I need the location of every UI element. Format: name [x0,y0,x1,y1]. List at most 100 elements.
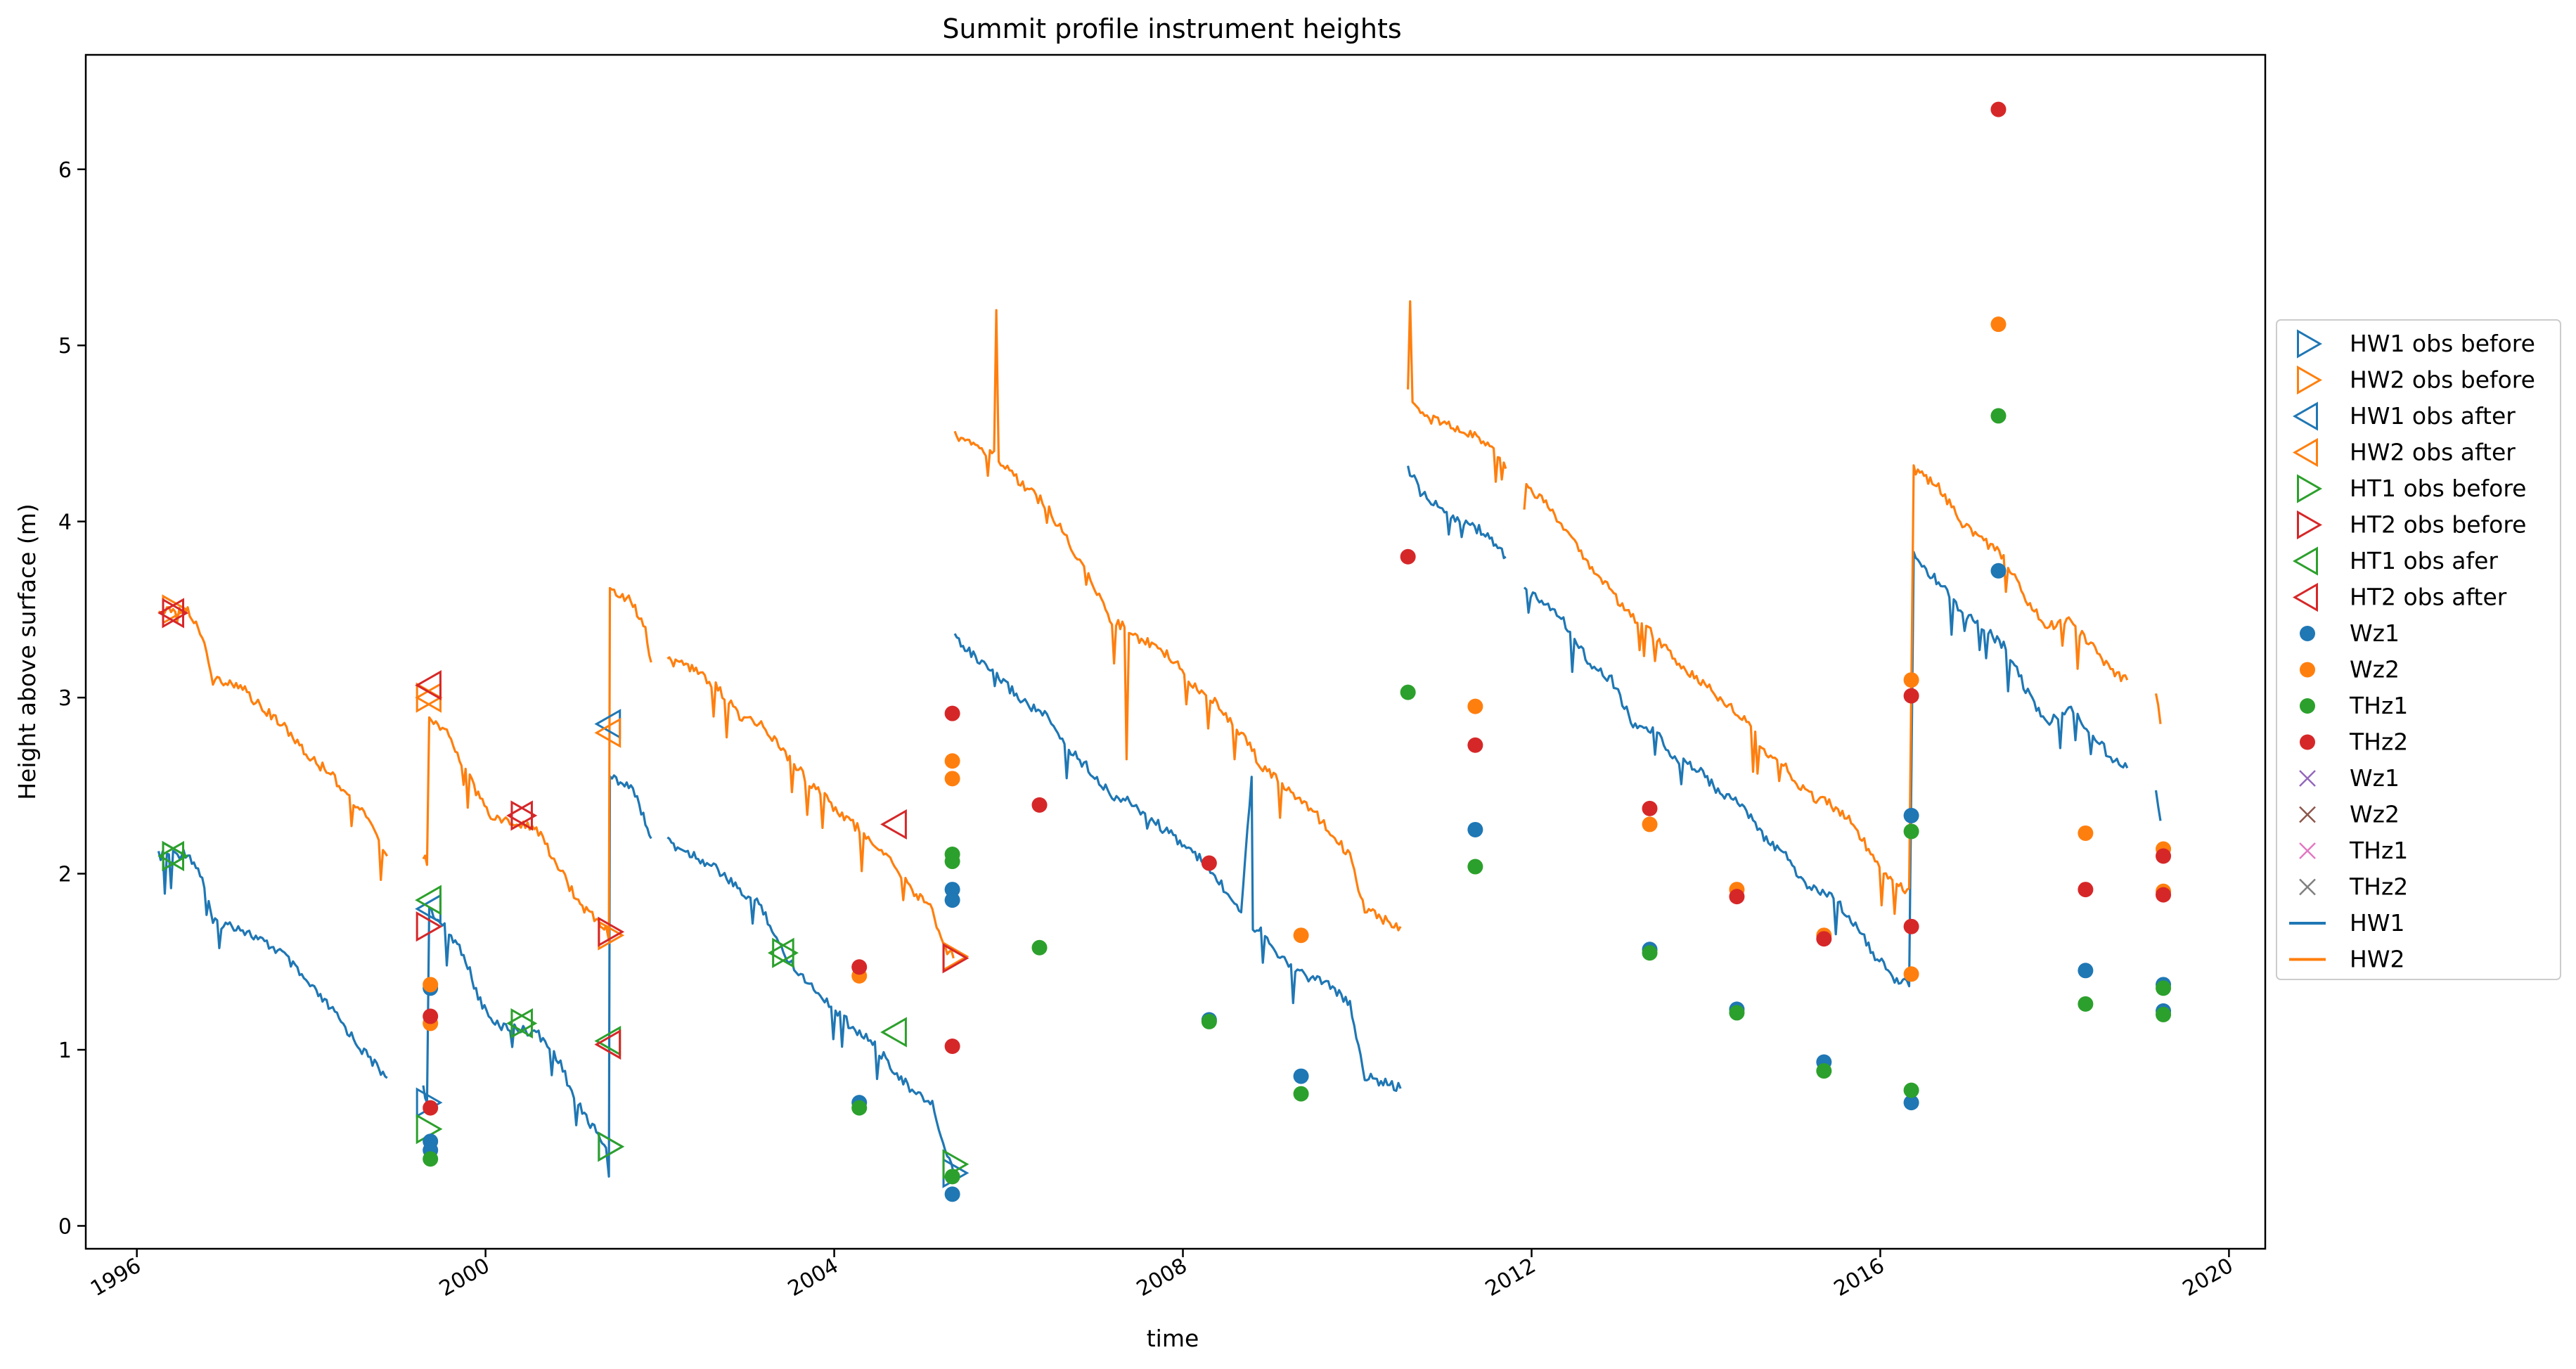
point-ht1-obs-before [510,1008,538,1039]
legend-marker-wz2 [2300,662,2315,678]
point-thz1 [851,1100,868,1116]
point-wz2 [1990,316,2007,333]
point-wz1 [1293,1068,1309,1084]
point-ht2-obs-after [415,669,442,701]
point-thz1 [1031,939,1048,956]
legend-item-hw1-obs-after: HW1 obs after [2292,401,2516,431]
point-wz2 [1642,816,1658,833]
y-tick-label: 6 [58,158,72,183]
line-hw1-segment-1 [157,849,388,1079]
point-thz2 [1642,800,1658,816]
legend-item-hw1: HW1 [2289,909,2404,937]
point-thz1 [1400,684,1416,700]
point-thz1 [1903,1082,1919,1098]
legend-item-hw2-obs-before: HW2 obs before [2297,365,2535,395]
legend-item-ht1-obs-before: HT1 obs before [2297,474,2526,503]
series-ht2-obs-before [162,598,970,974]
point-hw2-obs-after [594,717,622,748]
point-thz1 [1729,1005,1745,1021]
legend-marker-hw1-obs-before [2297,329,2323,359]
legend-item-thz2: THz2 [2300,728,2408,756]
point-thz1 [1903,823,1919,840]
series-hw1 [157,465,2162,1178]
point-thz1 [944,854,960,870]
line-hw2-segment-5 [1407,300,1507,483]
line-hw2-segment-6 [1523,464,2129,915]
point-ht1-obs-before [162,840,189,872]
point-thz2 [1903,688,1919,704]
legend-item-wz1: Wz1 [2299,764,2400,792]
point-thz1 [1816,1063,1832,1079]
legend-label: HT1 obs before [2350,475,2526,502]
legend-label: THz1 [2349,837,2408,864]
legend-label: HW2 [2350,946,2404,973]
point-wz2 [1903,672,1919,688]
point-wz1 [1903,807,1919,823]
y-axis-label: Height above surface (m) [13,503,41,800]
legend-marker-thz1 [2300,698,2315,714]
legend-item-ht1-obs-afer: HT1 obs afer [2292,546,2498,576]
series-ht2-obs-after [157,598,907,1060]
y-tick-label: 4 [58,510,72,535]
point-wz1 [1990,563,2007,579]
legend-item-hw2: HW2 [2289,946,2404,973]
legend-label: HT1 obs afer [2350,547,2498,574]
point-thz2 [1031,797,1048,813]
line-hw2-segment-2 [422,586,652,942]
series-thz2 [423,101,2172,1116]
point-thz1 [1293,1086,1309,1102]
legend-item-thz2: THz2 [2299,873,2408,901]
legend-item-wz1: Wz1 [2300,619,2400,647]
line-hw1-segment-4 [953,633,1402,1092]
point-thz2 [1990,101,2007,117]
point-thz2 [2156,887,2172,903]
point-wz2 [2078,825,2094,841]
series-ht1-obs-before [162,840,970,1180]
legend-item-wz2: Wz2 [2300,656,2400,683]
legend-label: HT2 obs before [2350,511,2526,539]
point-wz1 [944,882,960,898]
point-thz2 [1201,855,1217,871]
legend-label: THz2 [2349,728,2408,756]
point-thz2 [1816,931,1832,947]
point-ht2-obs-before [416,911,443,942]
point-ht1-obs-afer [506,1008,533,1039]
point-thz1 [1990,408,2007,424]
point-thz2 [423,1100,439,1116]
point-wz2 [944,753,960,769]
legend-item-thz1: THz1 [2300,692,2408,719]
legend-label: Wz1 [2350,619,2400,647]
legend-item-wz2: Wz2 [2299,801,2400,828]
chart-title: Summit profile instrument heights [942,13,1401,44]
line-hw1-segment-7 [2154,790,2162,821]
point-thz2 [2156,848,2172,864]
point-thz1 [1467,859,1483,875]
y-axis: 0 1 2 3 4 5 6 [58,158,86,1239]
legend-label: THz2 [2349,873,2408,901]
point-thz2 [1400,548,1416,565]
legend-label: HW2 obs after [2350,439,2516,466]
legend-marker-hw2-obs-before [2297,365,2323,395]
line-hw1-segment-2 [422,774,652,1178]
y-tick-label: 3 [58,686,72,711]
legend-marker-wz1 [2300,626,2315,641]
legend-marker-ht2-obs-after [2292,582,2318,612]
point-wz1 [1903,1095,1919,1111]
legend-marker-wz2 [2299,806,2316,823]
point-ht2-obs-after [594,1029,622,1060]
line-hw2-segment-1 [158,606,389,881]
point-wz1 [2078,963,2094,979]
legend-label: HW1 obs after [2350,402,2516,430]
line-hw1-segment-3 [666,836,955,1174]
point-thz1 [2156,1006,2172,1022]
point-ht1-obs-afer [415,885,442,915]
point-wz2 [1467,698,1483,714]
legend-label: HT2 obs after [2350,584,2507,611]
point-wz2 [423,977,439,993]
legend-item-thz1: THz1 [2299,837,2408,864]
point-ht2-obs-before [510,800,538,831]
legend-label: THz1 [2349,692,2408,719]
legend-marker-thz2 [2299,878,2316,896]
legend-item-hw2-obs-after: HW2 obs after [2292,437,2516,468]
point-ht2-obs-before [162,598,189,629]
